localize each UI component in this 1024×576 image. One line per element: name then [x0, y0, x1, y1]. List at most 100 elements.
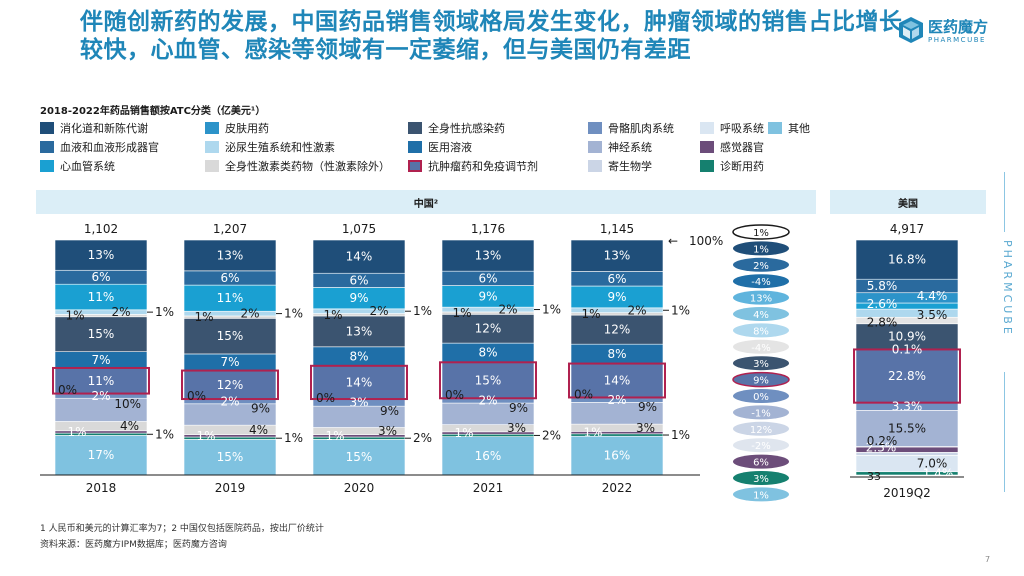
- bar-segment: [183, 439, 277, 476]
- bar-segment: [54, 239, 148, 271]
- bar-segment: [570, 435, 664, 476]
- legend-item: 血液和血液形成器官: [40, 139, 159, 155]
- legend-label: 寄生物学: [608, 160, 652, 173]
- bar-segment: [54, 351, 148, 369]
- change-oval-label: 9%: [753, 376, 769, 387]
- x-axis-tick-label: 2021: [473, 481, 504, 495]
- bar-value-label: 3%: [507, 421, 526, 435]
- change-oval: [732, 224, 790, 240]
- bar-value-label: 0%: [574, 387, 593, 401]
- x-axis-tick-label: 2018: [86, 481, 117, 495]
- bar-value-label: 1%: [581, 307, 600, 321]
- bar-segment: [312, 365, 406, 400]
- legend-label: 呼吸系统: [720, 122, 764, 135]
- bar-value-label: 12%: [217, 378, 244, 392]
- bar-segment: [183, 318, 277, 355]
- bar-segment: [312, 308, 406, 314]
- change-oval-label: 3%: [753, 474, 769, 485]
- bar-value-label: 1%: [325, 429, 344, 443]
- bar-segment: [54, 269, 148, 285]
- chart-legend: 消化道和新陈代谢 皮肤用药 全身性抗感染药 骨骼肌肉系统 呼吸系统 其他 血液和血液形成器官…: [40, 120, 830, 178]
- bar-total-label: 1,176: [471, 222, 505, 236]
- bar-value-label: 8%: [478, 346, 497, 360]
- us-overlap-label: 33: [867, 470, 881, 483]
- legend-item: 心血管系统: [40, 158, 115, 174]
- us-bar-segment: [855, 323, 959, 350]
- bar-value-label: 15%: [217, 450, 244, 464]
- change-oval-label: 3%: [753, 359, 769, 370]
- bar-segment: [54, 283, 148, 311]
- legend-swatch: [40, 122, 54, 134]
- legend-item: 其他: [768, 120, 810, 136]
- bar-total-label: 1,075: [342, 222, 376, 236]
- bar-segment: [183, 434, 277, 438]
- legend-label: 血液和血液形成器官: [60, 141, 159, 154]
- bar-segment: [441, 311, 535, 315]
- bar-value-label: 10%: [114, 397, 141, 411]
- bar-segment: [54, 393, 148, 399]
- bar-segment: [54, 432, 148, 436]
- bar-value-label: 4%: [249, 423, 268, 437]
- legend-swatch: [408, 122, 422, 134]
- bar-segment: [183, 270, 277, 286]
- bar-segment: [312, 287, 406, 310]
- legend-swatch: [408, 160, 422, 172]
- bar-segment: [441, 270, 535, 286]
- legend-label: 医用溶液: [428, 141, 472, 154]
- bar-value-label: 1%: [583, 426, 602, 440]
- legend-swatch: [40, 141, 54, 153]
- us-bar-segment: [855, 308, 959, 318]
- bar-value-label: 16%: [475, 449, 502, 463]
- us-bar-segment: [855, 455, 959, 473]
- legend-item: 感觉器官: [700, 139, 764, 155]
- bar-value-label: 13%: [88, 248, 115, 262]
- us-bar-value-label: 0.1%: [892, 342, 923, 356]
- legend-swatch: [768, 122, 782, 134]
- us-bar-value-label: 4.4%: [917, 289, 948, 303]
- change-oval: [733, 257, 789, 272]
- change-oval: [733, 241, 789, 256]
- bar-value-label: 2%: [478, 394, 497, 408]
- bar-segment: [54, 309, 148, 315]
- change-oval: [733, 339, 789, 354]
- bar-segment: [570, 431, 664, 435]
- bar-value-label: 9%: [380, 404, 399, 418]
- bar-total-label: 1,102: [84, 222, 118, 236]
- bar-value-label: 9%: [251, 401, 270, 415]
- bar-segment: [183, 353, 277, 371]
- us-bar-segment: [855, 278, 959, 294]
- bar-segment: [183, 424, 277, 435]
- bar-segment: [570, 397, 664, 403]
- bar-value-label: 3%: [349, 396, 368, 410]
- outside-value-label: 1%: [155, 305, 174, 319]
- bar-segment: [570, 239, 664, 272]
- bar-value-label: 2%: [627, 303, 646, 317]
- legend-label: 皮肤用药: [225, 122, 269, 135]
- arrow-left-icon: ←: [668, 234, 678, 248]
- change-oval: [733, 307, 789, 321]
- us-bar-value-label: 2.3%: [866, 441, 897, 455]
- highlight-box: [181, 369, 279, 401]
- bar-value-label: 14%: [604, 374, 631, 388]
- legend-label: 心血管系统: [60, 160, 115, 173]
- legend-label: 抗肿瘤药和免疫调节剂: [428, 160, 538, 173]
- legend-swatch: [408, 141, 422, 153]
- change-oval: [733, 405, 789, 420]
- change-oval-label: 0%: [753, 392, 769, 403]
- side-divider-bottom: [1004, 372, 1005, 492]
- legend-swatch: [700, 122, 714, 134]
- highlight-box: [310, 364, 408, 401]
- bar-segment: [183, 370, 277, 400]
- bar-segment: [312, 272, 406, 288]
- footnote-source: 资料来源：医药魔方IPM数据库；医药魔方咨询: [40, 540, 227, 550]
- bar-value-label: 14%: [346, 375, 373, 389]
- bar-segment: [570, 402, 664, 425]
- change-oval: [733, 274, 789, 289]
- bar-segment: [183, 403, 277, 426]
- bar-segment: [441, 436, 535, 476]
- bar-segment: [312, 313, 406, 317]
- bar-value-label: 1%: [67, 425, 86, 439]
- legend-item: 寄生物学: [588, 158, 652, 174]
- legend-label: 诊断用药: [720, 160, 764, 173]
- bar-segment: [312, 405, 406, 428]
